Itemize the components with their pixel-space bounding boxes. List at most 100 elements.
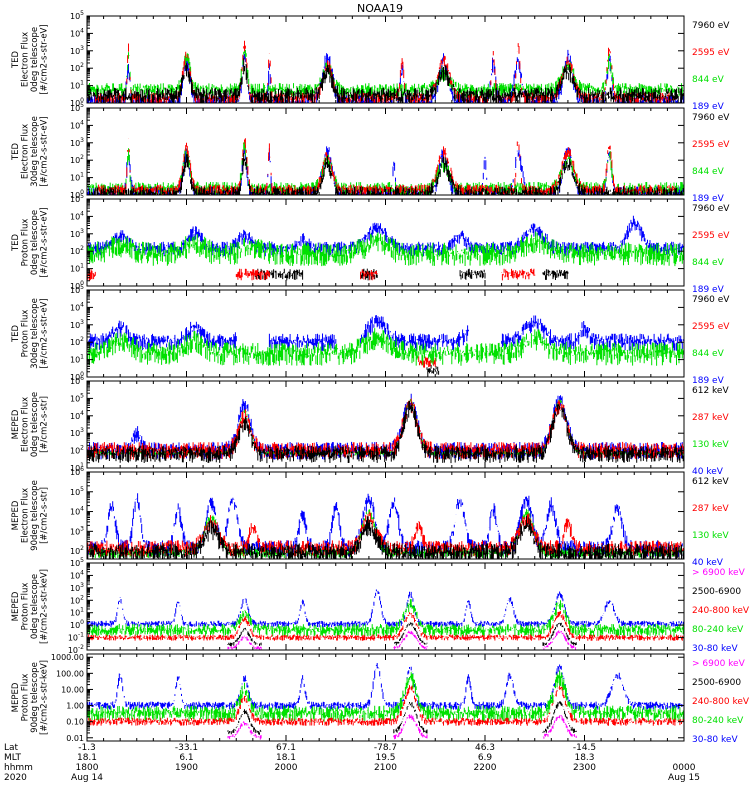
- legend-entry: 287 keV: [692, 504, 729, 514]
- x-lat-label: -14.5: [573, 743, 596, 753]
- y-tick-label: 102: [70, 336, 84, 347]
- legend-entry: > 6900 keV: [692, 659, 746, 669]
- legend-entry: 7960 eV: [692, 113, 730, 123]
- y-axis-label: TED Electron Flux 0deg telescope [#/cm2-s-s…: [11, 24, 50, 94]
- y-tick-label: 106: [70, 375, 84, 386]
- x-end-date: Aug 15: [668, 773, 700, 783]
- x-lat-label: 67.1: [276, 743, 296, 753]
- y-tick-label: 103: [70, 228, 84, 239]
- legend-entry: 80-240 keV: [692, 716, 744, 726]
- y-tick-label: 100: [70, 97, 84, 108]
- trace-2595-eV: [418, 356, 436, 368]
- y-tick-label: 0.01: [66, 734, 84, 743]
- legend-entry: 80-240 keV: [692, 625, 744, 635]
- y-tick-label: 100: [70, 280, 84, 291]
- y-axis-label-line: 30deg telescope: [30, 116, 40, 187]
- y-tick-label: 101: [70, 354, 84, 365]
- y-tick-label: 104: [70, 301, 84, 312]
- legend-entry: 189 eV: [692, 285, 725, 295]
- y-tick-label: 101: [70, 462, 84, 473]
- y-tick-label: 10.00: [61, 685, 84, 694]
- y-axis-label-line: 0deg telescope: [30, 574, 40, 639]
- y-tick-label: 104: [70, 506, 84, 517]
- panel-ted-proton-0deg: 100 101 102 103 104 105 TED Proton Flux 0deg tel…: [11, 193, 730, 295]
- x-hhmm-label: 2300: [573, 763, 596, 773]
- legend-entry: 30-80 keV: [692, 735, 738, 745]
- legend-entry: 2595 eV: [692, 140, 730, 150]
- y-axis-label-line: [#/cm2-s-str]: [40, 396, 50, 453]
- y-axis-label-line: MEPED: [11, 682, 21, 712]
- y-tick-label: 105: [70, 284, 84, 295]
- y-axis-label-line: Proton Flux: [21, 583, 31, 631]
- series-meped-proton-0deg--6900-keV: [227, 630, 577, 650]
- x-lat-label: -1.3: [78, 743, 96, 753]
- y-tick-label: 10-2: [68, 644, 84, 655]
- series-ted-proton-30deg-7960-eV: [426, 364, 440, 377]
- series-ted-proton-30deg-2595-eV: [418, 356, 436, 368]
- y-tick-label: 1.00: [66, 702, 84, 711]
- y-axis-label-line: [#/cm2-s-str-eV]: [40, 116, 50, 186]
- y-axis-label: TED Proton Flux 0deg telescope [#/cm2-s-str…: [11, 207, 50, 277]
- y-axis-label: TED Proton Flux 30deg telescope [#/cm2-s-st…: [11, 298, 50, 369]
- panel-ted-electron-30deg: 100 101 102 103 104 105 TED Electron Flux 30deg …: [11, 102, 730, 204]
- x-mlt-label: 6.9: [478, 753, 493, 763]
- legend-entry: 2595 eV: [692, 48, 730, 58]
- legend-entry: 40 keV: [692, 467, 724, 477]
- y-axis-label-line: Proton Flux: [21, 219, 31, 267]
- x-hhmm-label: 2200: [474, 763, 497, 773]
- y-axis-label-line: [#/cm2-s-str-eV]: [40, 207, 50, 277]
- x-axis-annotation: LatMLThhmm2020-1.318.11800-33.16.1190067…: [4, 743, 700, 783]
- y-axis-label-line: 0deg telescope: [30, 27, 40, 92]
- y-axis-label: MEPED Proton Flux 90deg telescope [#/cm2-s-…: [11, 660, 50, 735]
- y-axis-label-line: TED: [11, 50, 21, 69]
- legend-entry: 7960 eV: [692, 204, 730, 214]
- series-meped-proton-90deg-2500-6900: [227, 701, 577, 735]
- x-hhmm-label: 0000: [673, 763, 696, 773]
- y-tick-label: 102: [70, 62, 84, 73]
- y-axis-label-line: 0deg telescope: [30, 392, 40, 457]
- y-tick-label: 101: [70, 80, 84, 91]
- x-start-date: Aug 14: [71, 773, 103, 783]
- series-meped-proton-90deg--6900-keV: [227, 714, 577, 740]
- x-mlt-label: 18.3: [574, 753, 594, 763]
- legend-entry: 189 eV: [692, 102, 725, 112]
- y-axis-label-line: Electron Flux: [21, 397, 31, 452]
- panel-ted-electron-0deg: 100 101 102 103 104 105 TED Electron Flux 0deg t…: [11, 10, 730, 112]
- legend-entry: > 6900 keV: [692, 568, 746, 578]
- y-axis-label-line: TED: [11, 324, 21, 343]
- legend-entry: 844 eV: [692, 75, 725, 85]
- y-axis-label-line: Proton Flux: [21, 674, 31, 722]
- legend-entry: 844 eV: [692, 167, 725, 177]
- y-tick-label: 105: [70, 486, 84, 497]
- y-axis-label-line: Electron Flux: [21, 124, 31, 179]
- x-row-label: 2020: [4, 773, 27, 783]
- y-tick-label: 103: [70, 137, 84, 148]
- y-tick-label: 104: [70, 410, 84, 421]
- x-mlt-label: 6.1: [179, 753, 193, 763]
- y-axis-label-line: Proton Flux: [21, 310, 31, 358]
- legend-entry: 7960 eV: [692, 295, 730, 305]
- y-tick-label: 103: [70, 525, 84, 536]
- legend-entry: 130 keV: [692, 531, 729, 541]
- y-tick-label: 1000.00: [51, 653, 84, 662]
- legend-entry: 189 eV: [692, 194, 725, 204]
- x-hhmm-label: 2100: [374, 763, 397, 773]
- x-hhmm-label: 2000: [275, 763, 298, 773]
- y-axis-label-line: [#/cm2-s-str-eV]: [40, 24, 50, 94]
- y-tick-label: 103: [70, 427, 84, 438]
- y-axis-label: MEPED Electron Flux 0deg telescope [#/cm2-s…: [11, 392, 50, 457]
- y-axis-label-line: TED: [11, 142, 21, 161]
- legend-entry: 2595 eV: [692, 322, 730, 332]
- y-axis-label-line: 30deg telescope: [30, 298, 40, 369]
- legend-entry: 612 keV: [692, 386, 729, 396]
- x-mlt-label: 19.5: [375, 753, 395, 763]
- x-hhmm-label: 1800: [76, 763, 99, 773]
- y-tick-label: 105: [70, 557, 84, 568]
- y-axis-label-line: [#/cm2-s-str-eV]: [40, 298, 50, 368]
- y-axis-label: MEPED Electron Flux 90deg telescope [#/cm2-…: [11, 480, 50, 551]
- trace-2500-6900: [227, 701, 577, 735]
- y-tick-label: 104: [70, 119, 84, 130]
- legend-entry: 844 eV: [692, 258, 725, 268]
